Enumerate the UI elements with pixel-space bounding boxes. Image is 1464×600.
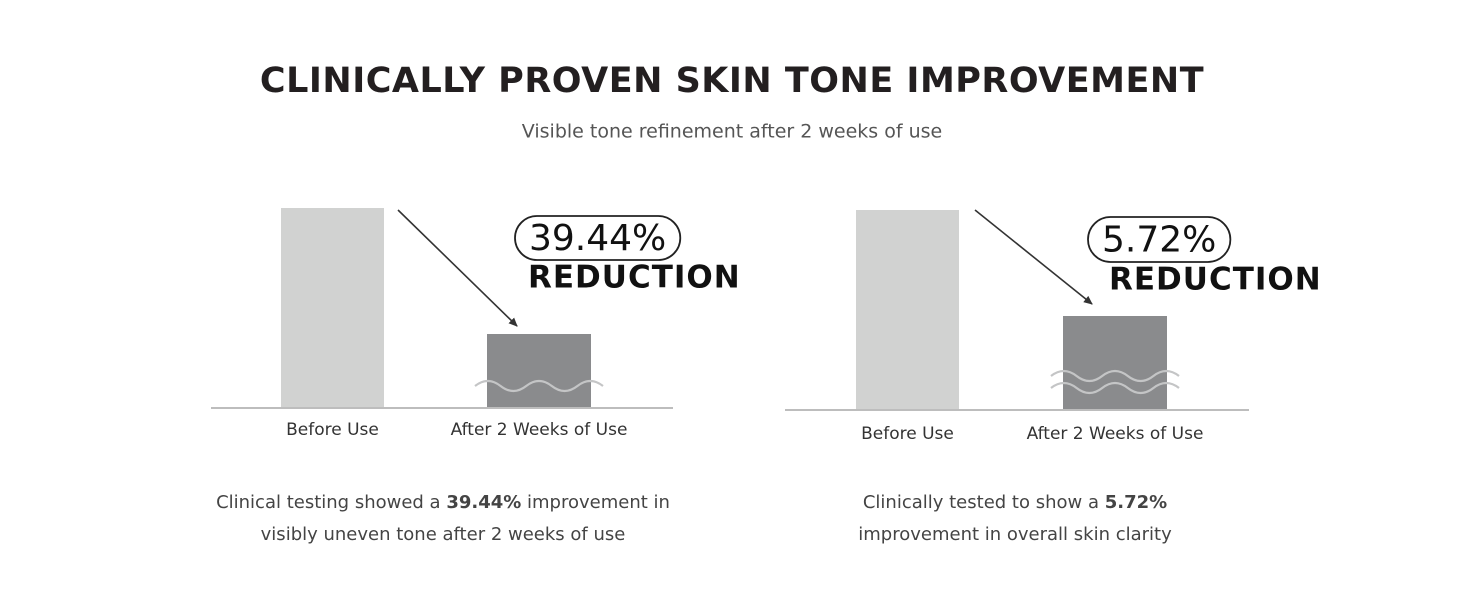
callout-pill [1087, 216, 1232, 263]
caption-line: Clinically tested to show a 5.72% [863, 492, 1167, 513]
bar [1063, 316, 1167, 410]
x-tick-label: Before Use [286, 420, 379, 440]
callout-pill [514, 215, 682, 261]
callout-text: REDUCTION [528, 260, 741, 296]
wave-decoration [1050, 381, 1180, 395]
caption-segment: visibly uneven tone after 2 weeks of use [261, 524, 626, 545]
caption-line: visibly uneven tone after 2 weeks of use [261, 524, 626, 545]
bar [487, 334, 591, 408]
bar [281, 208, 384, 408]
caption-segment: Clinically tested to show a [863, 492, 1105, 513]
subtitle: Visible tone refinement after 2 weeks of… [522, 121, 942, 143]
x-tick-label: After 2 Weeks of Use [451, 420, 628, 440]
callout-value: 39.44% [529, 218, 666, 259]
arrow [397, 209, 518, 327]
caption-segment: 39.44% [446, 492, 521, 513]
caption-segment: Clinical testing showed a [216, 492, 446, 513]
bar [856, 210, 959, 410]
callout-text: REDUCTION [1109, 262, 1322, 298]
arrow [974, 209, 1093, 305]
callout-value: 5.72% [1102, 220, 1216, 261]
caption-line: Clinical testing showed a 39.44% improve… [216, 492, 670, 513]
caption-line: improvement in overall skin clarity [858, 524, 1172, 545]
x-tick-label: Before Use [861, 424, 954, 444]
wave-decoration [1050, 369, 1180, 383]
title: CLINICALLY PROVEN SKIN TONE IMPROVEMENT [260, 61, 1204, 101]
wave-decoration [474, 379, 604, 393]
x-tick-label: After 2 Weeks of Use [1027, 424, 1204, 444]
caption-segment: improvement in [521, 492, 670, 513]
caption-segment: 5.72% [1105, 492, 1167, 513]
caption-segment: improvement in overall skin clarity [858, 524, 1172, 545]
